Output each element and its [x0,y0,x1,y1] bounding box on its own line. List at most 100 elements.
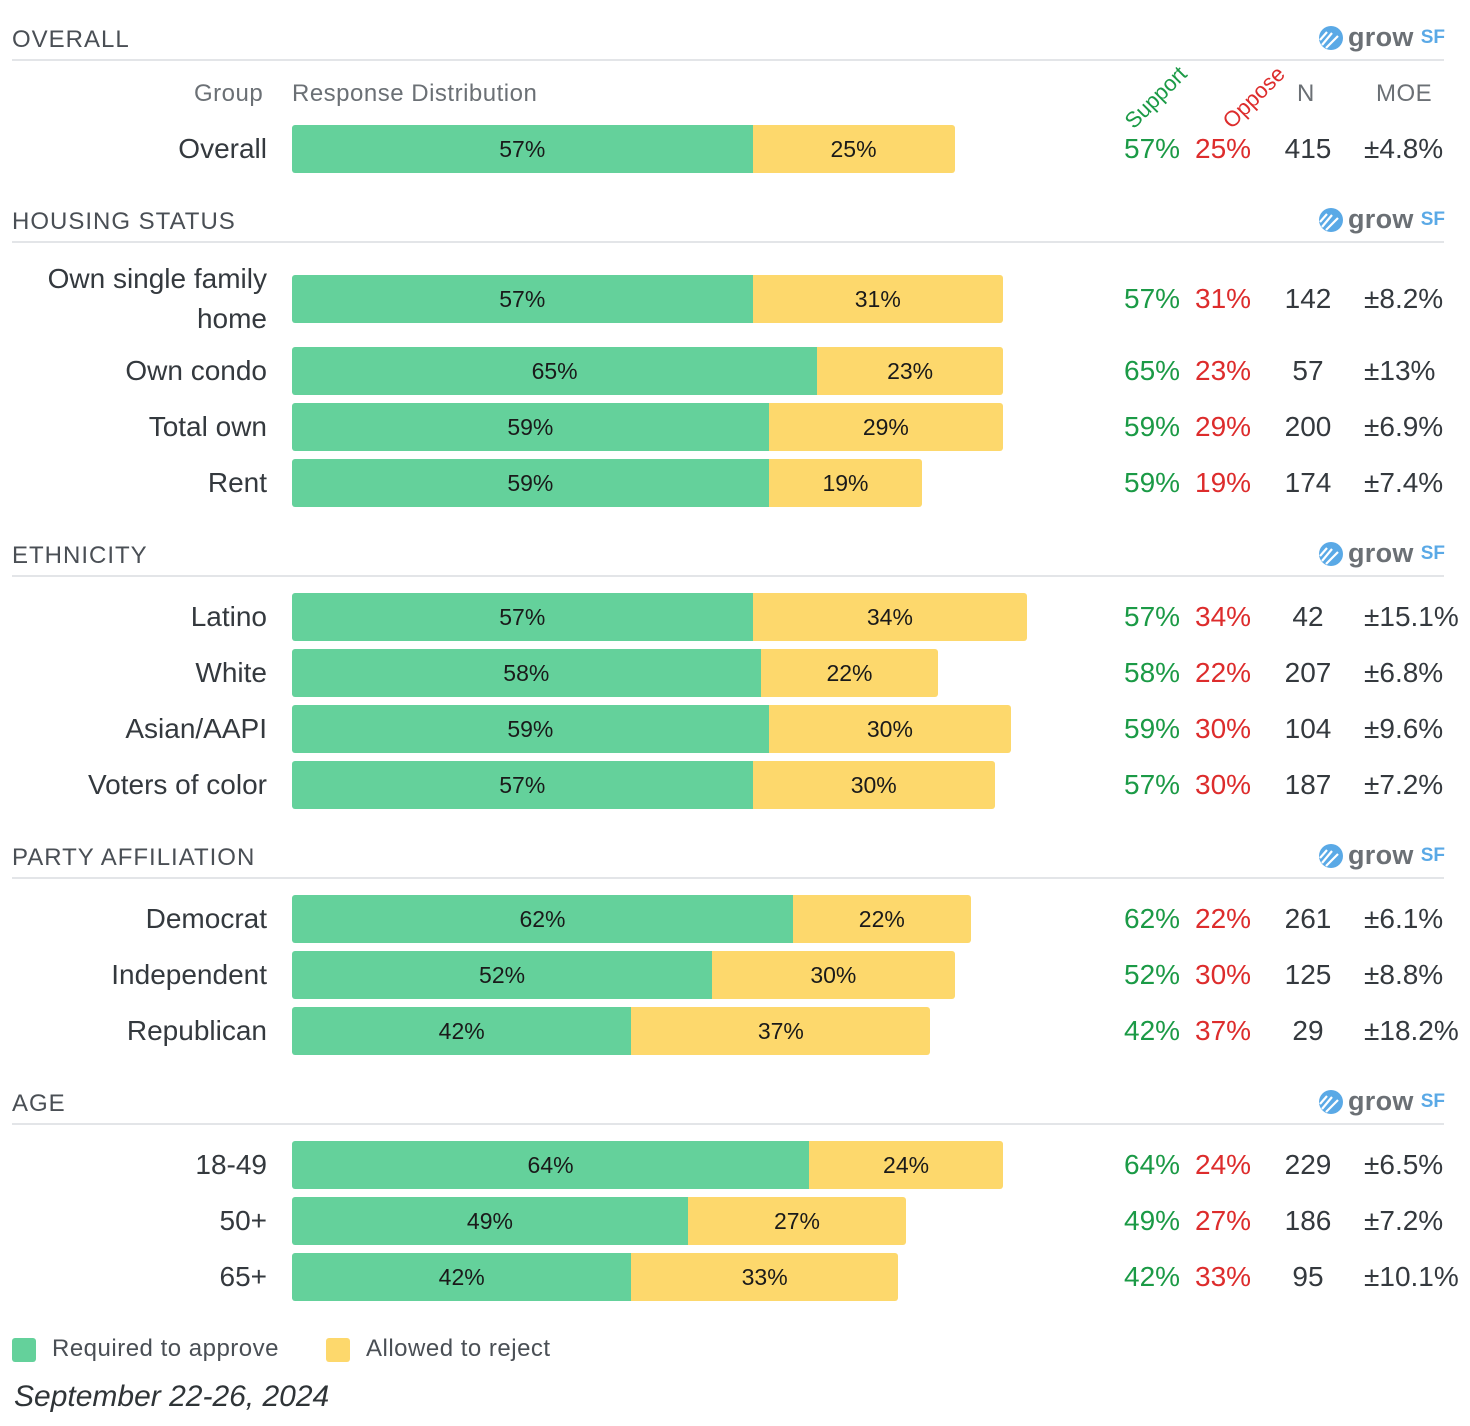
bar-support: 57% [292,125,753,173]
grow-sf-logo: grow SF [1318,840,1445,871]
oppose-value: 25% [1195,133,1252,164]
grow-logo-icon [1319,541,1343,566]
bar-support: 57% [292,761,753,809]
section-title: HOUSING STATUS [12,208,236,235]
moe-value: ±6.9% [1364,411,1444,442]
bar-support: 64% [292,1141,810,1189]
bar-support: 42% [292,1007,632,1055]
support-value: 49% [1124,1205,1181,1236]
bar-oppose: 19% [768,459,923,507]
support-value: 57% [1124,133,1181,164]
grow-sf-logo: grow SF [1318,22,1445,53]
n-value: 174 [1284,467,1332,498]
section-divider [12,1123,1444,1125]
bar-oppose: 31% [752,275,1004,323]
group-label: 18-49 [195,1149,267,1180]
bar-support: 49% [292,1197,688,1245]
n-value: 42 [1292,601,1324,632]
bar-oppose: 30% [752,761,995,809]
legend-swatch-support [12,1338,36,1362]
logo-suffix: SF [1420,208,1445,230]
legend-label-support: Required to approve [52,1335,279,1362]
logo-word: grow [1348,22,1414,52]
moe-value: ±13% [1364,355,1436,386]
group-label: Rent [207,467,267,498]
header-oppose: Oppose [1217,61,1290,134]
moe-value: ±15.1% [1364,601,1459,632]
grow-sf-logo: grow SF [1318,204,1445,235]
moe-value: ±7.2% [1364,1205,1444,1236]
logo-suffix: SF [1420,844,1445,866]
oppose-value: 22% [1195,657,1252,688]
logo-suffix: SF [1420,26,1445,48]
n-value: 142 [1284,283,1332,314]
support-value: 59% [1124,467,1181,498]
header-distribution: Response Distribution [292,80,538,107]
logo-suffix: SF [1420,542,1445,564]
group-label: Latino [190,601,267,632]
logo-word: grow [1348,1086,1414,1116]
group-label: Voters of color [88,769,267,800]
bar-oppose: 27% [687,1197,907,1245]
support-value: 62% [1124,903,1181,934]
logo-suffix: SF [1420,1090,1445,1112]
header-group: Group [194,80,264,107]
bar-support: 65% [292,347,818,395]
n-value: 95 [1292,1261,1324,1292]
n-value: 186 [1284,1205,1332,1236]
grow-logo-icon [1319,843,1343,868]
bar-support: 57% [292,275,753,323]
bar-oppose: 24% [809,1141,1004,1189]
support-value: 59% [1124,411,1181,442]
oppose-value: 23% [1195,355,1252,386]
n-value: 125 [1284,959,1332,990]
n-value: 104 [1284,713,1332,744]
bar-oppose: 29% [768,403,1004,451]
oppose-value: 30% [1195,713,1252,744]
support-value: 65% [1124,355,1181,386]
bar-support: 62% [292,895,793,943]
group-label: Own condo [125,355,267,386]
section-divider [12,575,1444,577]
header-moe: MOE [1376,80,1433,107]
bar-oppose: 34% [752,593,1028,641]
section-divider [12,59,1444,61]
moe-value: ±6.8% [1364,657,1444,688]
moe-value: ±4.8% [1364,133,1444,164]
oppose-value: 31% [1195,283,1252,314]
oppose-value: 34% [1195,601,1252,632]
bar-support: 57% [292,593,753,641]
bar-support: 59% [292,705,769,753]
n-value: 207 [1284,657,1332,688]
bar-oppose: 30% [768,705,1012,753]
grow-sf-logo: grow SF [1318,538,1445,569]
bar-oppose: 37% [631,1007,931,1055]
bar-support: 59% [292,459,769,507]
moe-value: ±18.2% [1364,1015,1459,1046]
bar-support: 42% [292,1253,632,1301]
grow-sf-logo: grow SF [1318,1086,1445,1117]
legend-label-oppose: Allowed to reject [366,1335,551,1362]
section-divider [12,877,1444,879]
oppose-value: 22% [1195,903,1252,934]
support-value: 42% [1124,1261,1181,1292]
oppose-value: 37% [1195,1015,1252,1046]
n-value: 200 [1284,411,1332,442]
support-value: 58% [1124,657,1181,688]
moe-value: ±8.8% [1364,959,1444,990]
section-title: PARTY AFFILIATION [12,844,256,871]
support-value: 52% [1124,959,1181,990]
section-divider [12,241,1444,243]
moe-value: ±7.4% [1364,467,1444,498]
bar-oppose: 23% [817,347,1004,395]
oppose-value: 29% [1195,411,1252,442]
header-support: Support [1119,61,1192,134]
bar-support: 52% [292,951,713,999]
grow-logo-icon [1319,1089,1343,1114]
moe-value: ±9.6% [1364,713,1444,744]
header-n: N [1297,80,1315,107]
support-value: 42% [1124,1015,1181,1046]
n-value: 261 [1284,903,1332,934]
bar-support: 59% [292,403,769,451]
